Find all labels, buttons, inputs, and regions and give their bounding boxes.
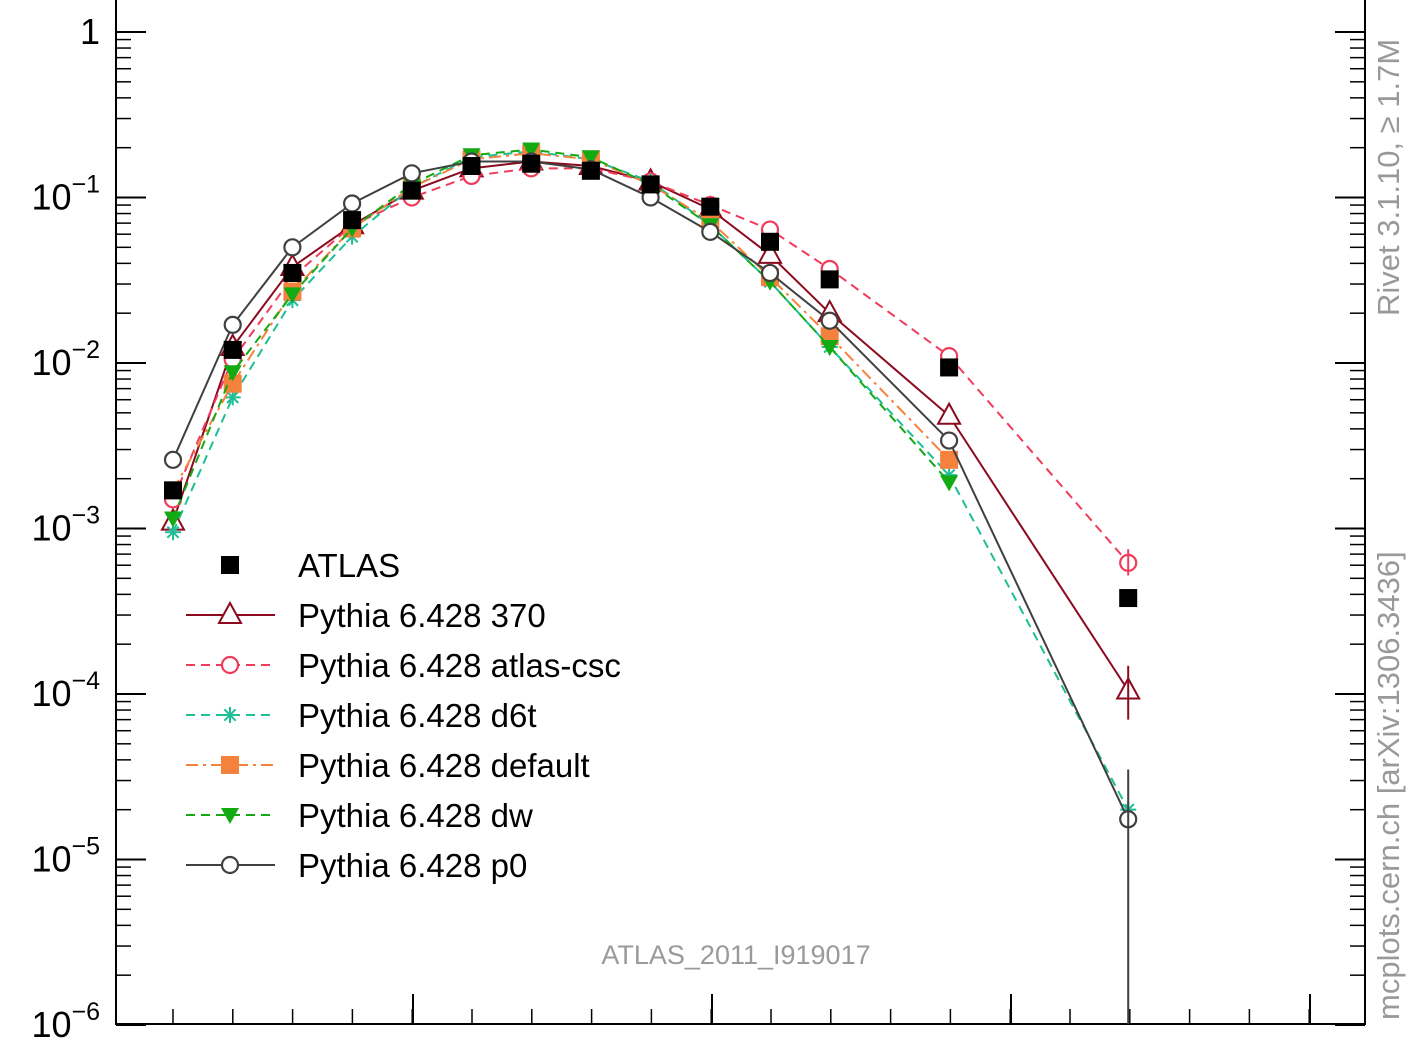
legend-label: ATLAS [298,547,400,584]
analysis-watermark: ATLAS_2011_I919017 [601,940,870,970]
legend-entry: ATLAS [221,547,400,584]
data-point [939,431,959,450]
legend-marker [221,756,239,774]
plot-frame: 1 10−1 10−2 10−3 10−4 10−5 10−6 [31,0,1366,1040]
data-point [283,287,302,304]
legend-label: Pythia 6.428 d6t [298,697,537,734]
data-point [581,150,600,167]
series-pythia-6-428-dw [164,142,959,528]
y-tick-label: 10−5 [31,833,100,880]
data-point [283,263,302,282]
mcplots-source-label: mcplots.cern.ch [arXiv:1306.3436] [1371,551,1406,1020]
data-point [164,481,182,500]
series-line [172,150,1130,811]
data-point [164,511,182,528]
legend-entry: Pythia 6.428 dw [186,797,533,834]
legend: ATLAS Pythia 6.428 370 Pythia 6.428 atlas-… [186,547,621,884]
data-point [701,222,720,241]
data-point [760,263,780,283]
data-point [641,175,660,194]
y-tick-label: 10−1 [31,171,100,218]
legend-label: Pythia 6.428 dw [298,797,533,834]
data-point [1119,589,1138,608]
data-point [757,240,783,264]
data-point [940,475,959,492]
data-point [223,374,242,393]
y-tick-label: 10−3 [31,502,100,549]
legend-label: Pythia 6.428 370 [298,597,546,634]
legend-marker [221,808,239,824]
data-point [223,365,242,382]
series-layer [160,142,1141,1024]
y-tick-label: 10−6 [31,998,100,1040]
data-point [581,161,600,180]
legend-entry: Pythia 6.428 default [186,747,590,784]
legend-entry: Pythia 6.428 p0 [186,847,527,884]
data-point [761,232,779,251]
legend-marker [221,556,239,574]
legend-entry: Pythia 6.428 d6t [186,697,537,734]
data-point [163,450,183,469]
legend-marker [222,707,238,723]
data-point [820,339,839,356]
data-point [820,270,839,289]
data-point [343,194,362,213]
data-point [402,164,421,183]
rivet-version-label: Rivet 3.1.10, ≥ 1.7M [1371,38,1406,316]
data-point [522,154,541,173]
data-point [462,157,481,176]
series-line [172,160,1130,820]
data-point [940,358,959,377]
legend-marker [220,855,240,875]
series-pythia-6-428-atlas-csc [163,159,1138,572]
data-point [402,181,421,200]
y-tick-label: 10−4 [31,667,100,714]
data-point [522,142,541,159]
data-point [283,238,302,257]
series-line [172,160,1130,692]
series-line [172,167,1129,564]
data-point [936,401,962,425]
legend-entry: Pythia 6.428 atlas-csc [186,647,621,684]
data-point [223,340,242,359]
plot-border [115,0,1366,1025]
data-point [223,315,242,334]
legend-marker [217,600,243,624]
data-point [343,211,362,230]
legend-label: Pythia 6.428 p0 [298,847,527,884]
legend-entry: Pythia 6.428 370 [186,597,546,634]
data-point [940,450,959,469]
series-atlas [164,154,1138,608]
data-point [701,197,720,216]
legend-marker [220,655,240,675]
y-tick-label: 10−2 [31,336,100,383]
data-point [820,311,839,330]
legend-label: Pythia 6.428 atlas-csc [298,647,621,684]
y-tick-label: 1 [80,11,100,52]
legend-label: Pythia 6.428 default [298,747,590,784]
